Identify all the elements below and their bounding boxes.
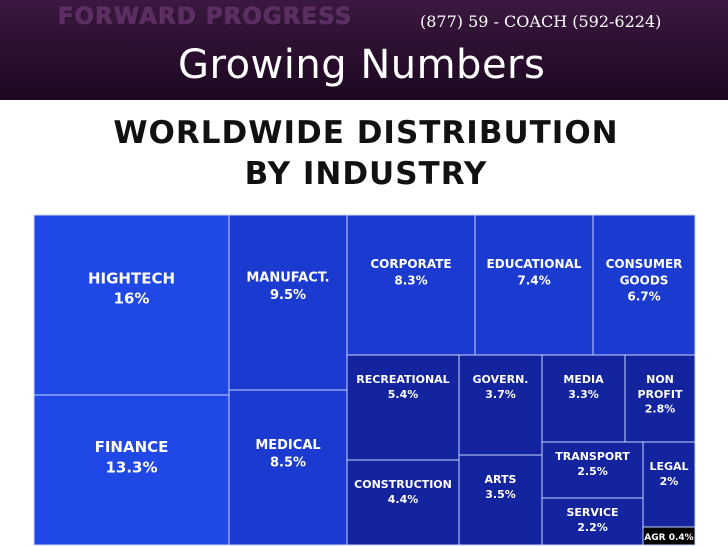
tile-label-consumer-goods: GOODS <box>620 273 669 287</box>
tile-value-construction: 4.4% <box>388 493 419 506</box>
tile-value-manufact: 9.5% <box>270 288 306 303</box>
tile-label-educational: EDUCATIONAL <box>487 257 582 271</box>
tile-label-construction: CONSTRUCTION <box>354 478 452 491</box>
tile-rect-service <box>541 497 644 546</box>
tile-label-legal: LEGAL <box>649 460 688 473</box>
slide-header: FORWARD PROGRESS (877) 59 - COACH (592-6… <box>0 0 728 100</box>
tile-rect-agr <box>642 526 696 546</box>
tile-label-medical: MEDICAL <box>255 438 320 453</box>
tile-value-hightech: 16% <box>114 290 150 308</box>
tile-value-recreational: 5.4% <box>388 388 419 401</box>
tile-legal: LEGAL 2% <box>642 441 696 528</box>
tile-rect-transport <box>541 441 644 499</box>
tile-agr: AGR 0.4% <box>642 526 696 546</box>
tile-medical: MEDICAL 8.5% <box>228 389 348 546</box>
tile-value-finance: 13.3% <box>105 458 157 476</box>
tile-corporate: CORPORATE 8.3% <box>346 214 476 356</box>
tile-finance: FINANCE 13.3% <box>33 394 230 546</box>
tile-value-educational: 7.4% <box>517 273 550 287</box>
tile-rect-medical <box>228 389 348 546</box>
tile-rect-media <box>541 354 626 443</box>
tile-label-govern: GOVERN. <box>473 373 529 386</box>
tile-recreational: RECREATIONAL 5.4% <box>346 354 460 461</box>
tile-label-non-profit: NON <box>646 373 674 386</box>
tile-label-arts: ARTS <box>485 473 517 486</box>
tile-label-finance: FINANCE <box>95 438 169 456</box>
tile-arts: ARTS 3.5% <box>458 454 543 546</box>
tile-non-profit: NON PROFIT 2.8% <box>624 354 696 443</box>
tile-construction: CONSTRUCTION 4.4% <box>346 459 460 546</box>
chart-title: WORLDWIDE DISTRIBUTION BY INDUSTRY <box>113 115 619 192</box>
tile-value-corporate: 8.3% <box>394 273 427 287</box>
tile-value-consumer-goods: 6.7% <box>627 290 660 304</box>
tile-label-hightech: HIGHTECH <box>88 269 175 287</box>
tile-value-legal: 2% <box>660 475 679 488</box>
tile-media: MEDIA 3.3% <box>541 354 626 443</box>
phone-number: (877) 59 - COACH (592-6224) <box>420 12 662 31</box>
tile-service: SERVICE 2.2% <box>541 497 644 546</box>
tile-label-consumer-goods: CONSUMER <box>606 257 683 271</box>
tile-value-arts: 3.5% <box>485 488 516 501</box>
tile-value-medical: 8.5% <box>270 455 306 470</box>
tile-rect-govern <box>458 354 543 456</box>
tile-label-corporate: CORPORATE <box>370 257 451 271</box>
tile-label-non-profit: PROFIT <box>638 388 683 401</box>
tile-value-non-profit: 2.8% <box>645 403 676 416</box>
tile-label-manufact: MANUFACT. <box>246 271 329 286</box>
tile-hightech: HIGHTECH 16% <box>33 214 230 396</box>
tile-label-transport: TRANSPORT <box>555 450 630 463</box>
tile-transport: TRANSPORT 2.5% <box>541 441 644 499</box>
tile-govern: GOVERN. 3.7% <box>458 354 543 456</box>
slide-title: Growing Numbers <box>178 42 546 88</box>
tile-consumer-goods: CONSUMER GOODS 6.7% <box>592 214 696 356</box>
tile-label-media: MEDIA <box>563 373 604 386</box>
brand-logo-text: FORWARD PROGRESS <box>58 4 353 30</box>
tile-rect-arts <box>458 454 543 546</box>
tile-rect-educational <box>474 214 594 356</box>
tile-label-recreational: RECREATIONAL <box>356 373 449 386</box>
tile-rect-recreational <box>346 354 460 461</box>
tile-label-agr: AGR 0.4% <box>644 533 693 543</box>
tile-rect-corporate <box>346 214 476 356</box>
tile-value-transport: 2.5% <box>577 465 608 478</box>
tile-value-service: 2.2% <box>577 521 608 534</box>
tile-rect-hightech <box>33 214 230 396</box>
tile-label-service: SERVICE <box>566 506 618 519</box>
tile-manufact: MANUFACT. 9.5% <box>228 214 348 391</box>
tile-rect-legal <box>642 441 696 528</box>
tile-educational: EDUCATIONAL 7.4% <box>474 214 594 356</box>
tile-value-govern: 3.7% <box>485 388 516 401</box>
tile-value-media: 3.3% <box>568 388 599 401</box>
